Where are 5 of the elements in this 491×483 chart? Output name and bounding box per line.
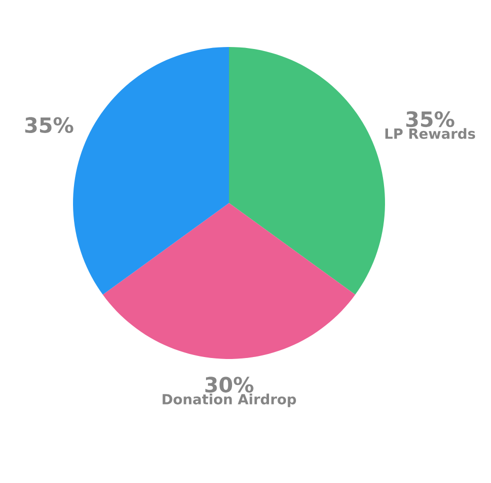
data-label: 35% (406, 111, 454, 128)
data-label: 30% (205, 376, 254, 393)
slice-label: LP Rewards (385, 128, 476, 139)
data-label: 35% (25, 117, 74, 133)
slice-label: Donation Airdrop (162, 394, 296, 408)
